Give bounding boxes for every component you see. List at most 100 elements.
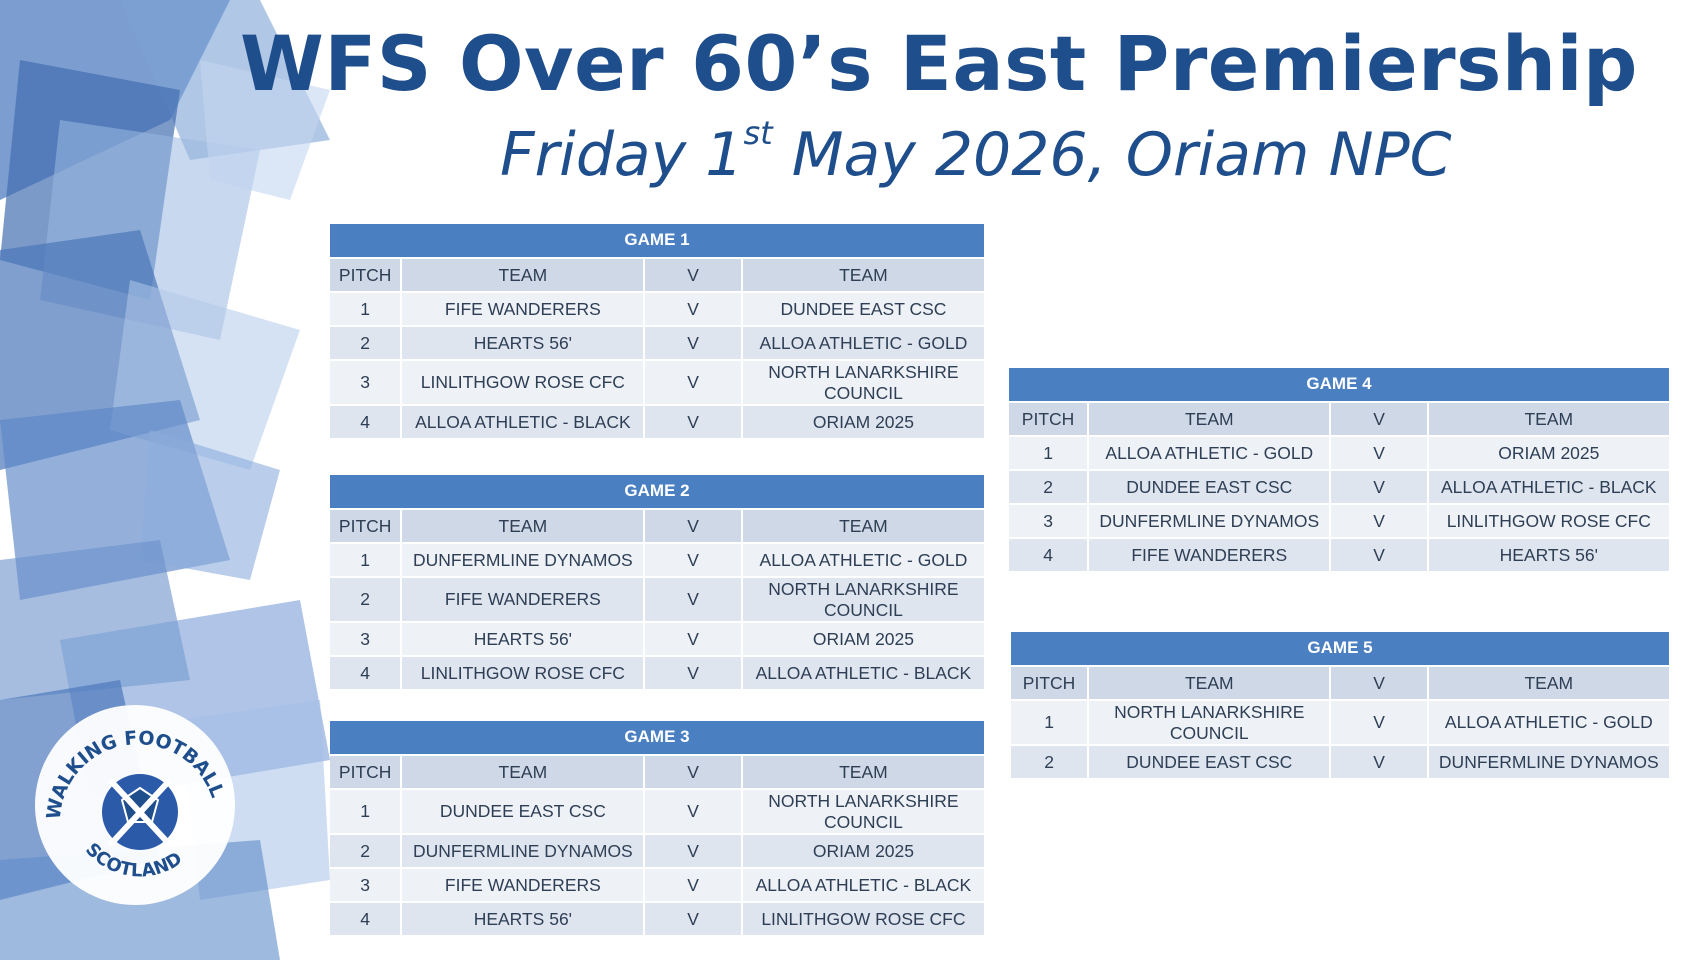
table-row: 2 FIFE WANDERERS V NORTH LANARKSHIRE COU… [330, 578, 984, 621]
pitch-cell: 4 [1009, 539, 1088, 571]
away-team-cell: ALLOA ATHLETIC - BLACK [1428, 471, 1669, 503]
pitch-cell: 1 [1011, 701, 1088, 744]
away-team-cell: ALLOA ATHLETIC - GOLD [742, 327, 984, 359]
subtitle-rest: May 2026, Oriam NPC [772, 120, 1452, 190]
pitch-cell: 2 [1009, 471, 1088, 503]
pitch-cell: 2 [330, 578, 401, 621]
versus-cell: V [645, 293, 741, 325]
home-team-cell: FIFE WANDERERS [402, 578, 644, 621]
versus-cell: V [645, 835, 741, 867]
pitch-cell: 1 [330, 544, 401, 576]
col-team-home: TEAM [402, 259, 644, 291]
away-team-cell: LINLITHGOW ROSE CFC [1428, 505, 1669, 537]
subtitle-ordinal: st [743, 114, 773, 152]
game-5-table: GAME 5 PITCH TEAM V TEAM 1 NORTH LANARKS… [1009, 630, 1671, 780]
game-2-table: GAME 2 PITCH TEAM V TEAM 1 DUNFERMLINE D… [328, 473, 986, 691]
versus-cell: V [645, 869, 741, 901]
table-row: 1 ALLOA ATHLETIC - GOLD V ORIAM 2025 [1009, 437, 1669, 469]
game-title: GAME 2 [330, 475, 984, 508]
away-team-cell: ALLOA ATHLETIC - GOLD [742, 544, 984, 576]
home-team-cell: ALLOA ATHLETIC - BLACK [402, 406, 644, 438]
col-v: V [1331, 403, 1427, 435]
table-row: 3 LINLITHGOW ROSE CFC V NORTH LANARKSHIR… [330, 361, 984, 404]
home-team-cell: LINLITHGOW ROSE CFC [402, 657, 644, 689]
game-title: GAME 4 [1009, 368, 1669, 401]
away-team-cell: NORTH LANARKSHIRE COUNCIL [742, 578, 984, 621]
pitch-cell: 1 [330, 790, 401, 833]
col-team-away: TEAM [1428, 667, 1669, 699]
away-team-cell: ORIAM 2025 [742, 623, 984, 655]
home-team-cell: LINLITHGOW ROSE CFC [402, 361, 644, 404]
versus-cell: V [1331, 505, 1427, 537]
table-row: 4 ALLOA ATHLETIC - BLACK V ORIAM 2025 [330, 406, 984, 438]
away-team-cell: NORTH LANARKSHIRE COUNCIL [742, 361, 984, 404]
pitch-cell: 4 [330, 903, 401, 935]
pitch-cell: 4 [330, 657, 401, 689]
subtitle-day: Friday 1 [500, 120, 744, 190]
table-row: 2 DUNDEE EAST CSC V DUNFERMLINE DYNAMOS [1011, 746, 1669, 778]
col-pitch: PITCH [330, 510, 401, 542]
table-row: 1 FIFE WANDERERS V DUNDEE EAST CSC [330, 293, 984, 325]
table-row: 4 LINLITHGOW ROSE CFC V ALLOA ATHLETIC -… [330, 657, 984, 689]
col-team-away: TEAM [742, 259, 984, 291]
pitch-cell: 2 [330, 835, 401, 867]
away-team-cell: ORIAM 2025 [742, 835, 984, 867]
col-v: V [645, 259, 741, 291]
home-team-cell: DUNDEE EAST CSC [402, 790, 644, 833]
versus-cell: V [645, 903, 741, 935]
versus-cell: V [1331, 701, 1427, 744]
col-team-away: TEAM [1428, 403, 1669, 435]
home-team-cell: HEARTS 56' [402, 327, 644, 359]
pitch-cell: 1 [1009, 437, 1088, 469]
table-row: 3 HEARTS 56' V ORIAM 2025 [330, 623, 984, 655]
pitch-cell: 2 [1011, 746, 1088, 778]
versus-cell: V [645, 790, 741, 833]
home-team-cell: FIFE WANDERERS [402, 293, 644, 325]
home-team-cell: HEARTS 56' [402, 623, 644, 655]
pitch-cell: 1 [330, 293, 401, 325]
table-row: 3 FIFE WANDERERS V ALLOA ATHLETIC - BLAC… [330, 869, 984, 901]
versus-cell: V [645, 578, 741, 621]
table-row: 1 DUNFERMLINE DYNAMOS V ALLOA ATHLETIC -… [330, 544, 984, 576]
versus-cell: V [1331, 437, 1427, 469]
table-row: 1 NORTH LANARKSHIRE COUNCIL V ALLOA ATHL… [1011, 701, 1669, 744]
away-team-cell: LINLITHGOW ROSE CFC [742, 903, 984, 935]
home-team-cell: FIFE WANDERERS [402, 869, 644, 901]
table-row: 2 DUNFERMLINE DYNAMOS V ORIAM 2025 [330, 835, 984, 867]
pitch-cell: 2 [330, 327, 401, 359]
home-team-cell: DUNFERMLINE DYNAMOS [402, 544, 644, 576]
table-row: 2 HEARTS 56' V ALLOA ATHLETIC - GOLD [330, 327, 984, 359]
col-team-home: TEAM [402, 756, 644, 788]
col-team-away: TEAM [742, 756, 984, 788]
col-pitch: PITCH [330, 259, 401, 291]
home-team-cell: DUNFERMLINE DYNAMOS [402, 835, 644, 867]
walking-football-scotland-logo: WALKING FOOTBALL SCOTLAND [35, 705, 235, 905]
away-team-cell: DUNDEE EAST CSC [742, 293, 984, 325]
away-team-cell: ORIAM 2025 [742, 406, 984, 438]
away-team-cell: HEARTS 56' [1428, 539, 1669, 571]
game-title: GAME 5 [1011, 632, 1669, 665]
col-pitch: PITCH [1011, 667, 1088, 699]
col-pitch: PITCH [1009, 403, 1088, 435]
table-row: 1 DUNDEE EAST CSC V NORTH LANARKSHIRE CO… [330, 790, 984, 833]
col-v: V [645, 756, 741, 788]
versus-cell: V [645, 544, 741, 576]
col-team-away: TEAM [742, 510, 984, 542]
pitch-cell: 3 [330, 361, 401, 404]
game-title: GAME 3 [330, 721, 984, 754]
pitch-cell: 4 [330, 406, 401, 438]
game-title: GAME 1 [330, 224, 984, 257]
table-row: 2 DUNDEE EAST CSC V ALLOA ATHLETIC - BLA… [1009, 471, 1669, 503]
page-subtitle: Friday 1st May 2026, Oriam NPC [500, 115, 1500, 190]
game-3-table: GAME 3 PITCH TEAM V TEAM 1 DUNDEE EAST C… [328, 719, 986, 937]
home-team-cell: NORTH LANARKSHIRE COUNCIL [1089, 701, 1330, 744]
away-team-cell: ORIAM 2025 [1428, 437, 1669, 469]
versus-cell: V [645, 623, 741, 655]
game-1-table: GAME 1 PITCH TEAM V TEAM 1 FIFE WANDERER… [328, 222, 986, 440]
versus-cell: V [645, 657, 741, 689]
versus-cell: V [645, 406, 741, 438]
versus-cell: V [1331, 539, 1427, 571]
away-team-cell: DUNFERMLINE DYNAMOS [1428, 746, 1669, 778]
away-team-cell: ALLOA ATHLETIC - BLACK [742, 657, 984, 689]
